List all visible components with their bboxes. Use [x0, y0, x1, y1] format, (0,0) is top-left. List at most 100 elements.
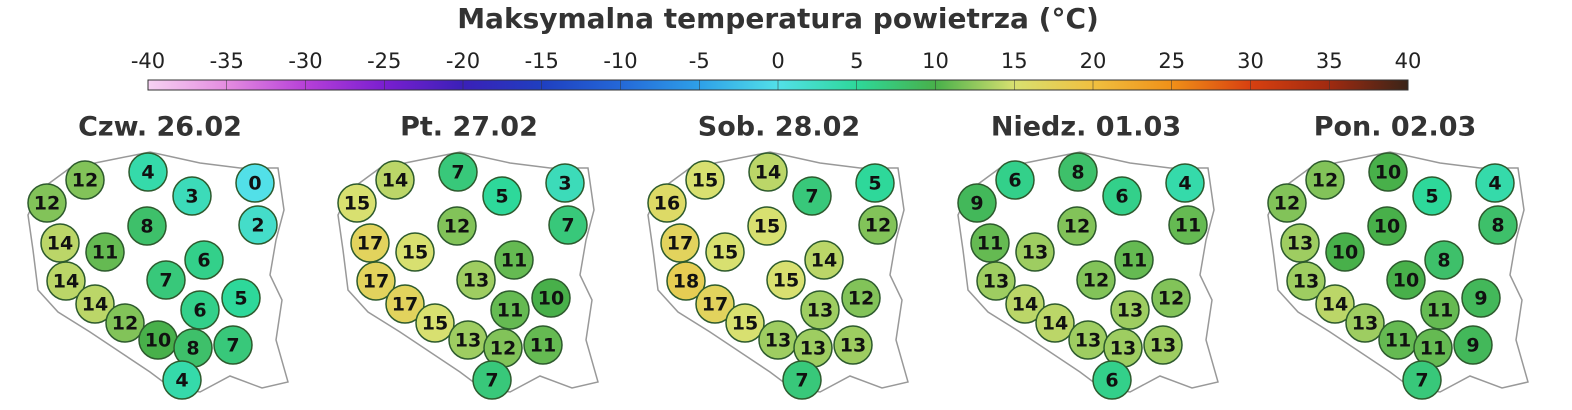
city-marker: [1165, 163, 1205, 203]
city-value: 15: [712, 242, 738, 264]
colorbar-tick-label: 40: [1395, 49, 1422, 73]
city-marker: [705, 232, 745, 272]
city-value: 10: [1374, 216, 1400, 238]
city-value: 12: [1312, 170, 1338, 192]
city-marker: [545, 163, 585, 203]
city-marker: [1076, 260, 1116, 300]
city-marker: [238, 205, 278, 245]
city-value: 14: [382, 170, 408, 192]
city-marker: [995, 160, 1035, 200]
city-marker: [1368, 152, 1408, 192]
city-marker: [748, 152, 788, 192]
city-marker: [1057, 206, 1097, 246]
city-value: 13: [1150, 335, 1176, 357]
city-value: 11: [530, 335, 556, 357]
city-value: 12: [865, 215, 891, 237]
city-value: 4: [175, 370, 188, 392]
city-marker: [1286, 261, 1326, 301]
city-marker: [855, 163, 895, 203]
city-value: 14: [47, 233, 73, 255]
city-marker: [235, 163, 275, 203]
city-value: 7: [805, 186, 818, 208]
city-marker: [1461, 278, 1501, 318]
city-value: 15: [773, 270, 799, 292]
city-value: 17: [702, 294, 728, 316]
city-value: 15: [402, 242, 428, 264]
city-value: 9: [1474, 288, 1487, 310]
city-marker: [46, 261, 86, 301]
city-marker: [437, 206, 477, 246]
city-value: 6: [1105, 370, 1118, 392]
city-marker: [356, 261, 396, 301]
city-value: 18: [673, 271, 699, 293]
city-value: 14: [755, 162, 781, 184]
city-marker: [1092, 360, 1132, 400]
city-value: 5: [234, 288, 247, 310]
city-value: 5: [868, 173, 881, 195]
city-marker: [647, 183, 687, 223]
city-value: 12: [1274, 193, 1300, 215]
day-label: Sob. 28.02: [698, 112, 860, 143]
colorbar-tick-label: 25: [1158, 49, 1185, 73]
city-value: 7: [159, 270, 172, 292]
city-value: 5: [1425, 186, 1438, 208]
city-marker: [127, 206, 167, 246]
city-value: 13: [1352, 313, 1378, 335]
city-value: 17: [667, 233, 693, 255]
city-value: 16: [654, 193, 680, 215]
city-marker: [490, 290, 530, 330]
day-label: Pon. 02.03: [1314, 112, 1477, 143]
city-marker: [385, 284, 425, 324]
city-value: 13: [800, 338, 826, 360]
city-value: 11: [501, 250, 527, 272]
city-marker: [782, 360, 822, 400]
city-marker: [1420, 290, 1460, 330]
city-marker: [804, 240, 844, 280]
city-marker: [27, 183, 67, 223]
city-value: 13: [765, 330, 791, 352]
city-marker: [976, 261, 1016, 301]
city-marker: [1315, 284, 1355, 324]
city-value: 13: [807, 300, 833, 322]
city-value: 13: [840, 335, 866, 357]
city-marker: [350, 223, 390, 263]
city-value: 12: [490, 338, 516, 360]
city-value: 4: [1488, 173, 1501, 195]
city-marker: [1151, 278, 1191, 318]
city-value: 13: [1110, 338, 1136, 360]
title: Maksymalna temperatura powietrza (°C): [457, 2, 1099, 35]
city-value: 11: [1175, 215, 1201, 237]
city-marker: [1143, 325, 1183, 365]
city-value: 15: [692, 170, 718, 192]
colorbar-tick-label: 15: [1001, 49, 1028, 73]
city-marker: [1058, 152, 1098, 192]
city-marker: [1114, 240, 1154, 280]
city-value: 0: [248, 173, 261, 195]
city-marker: [184, 240, 224, 280]
city-marker: [1475, 163, 1515, 203]
city-value: 11: [1427, 300, 1453, 322]
city-value: 14: [53, 271, 79, 293]
city-marker: [1015, 232, 1055, 272]
city-value: 12: [848, 288, 874, 310]
city-value: 12: [34, 193, 60, 215]
city-marker: [1005, 284, 1045, 324]
city-value: 9: [1466, 335, 1479, 357]
city-value: 7: [1415, 370, 1428, 392]
colorbar-tick-label: -10: [603, 49, 637, 73]
city-value: 14: [82, 294, 108, 316]
city-marker: [1280, 223, 1320, 263]
colorbar-tick-label: -20: [446, 49, 480, 73]
city-marker: [1168, 205, 1208, 245]
city-marker: [523, 325, 563, 365]
city-value: 17: [363, 271, 389, 293]
city-value: 11: [92, 242, 118, 264]
city-marker: [40, 223, 80, 263]
city-marker: [858, 205, 898, 245]
city-value: 13: [1075, 330, 1101, 352]
day-label: Niedz. 01.03: [991, 112, 1181, 143]
city-marker: [213, 325, 253, 365]
city-value: 12: [444, 216, 470, 238]
city-value: 13: [1117, 300, 1143, 322]
day-label: Pt. 27.02: [400, 112, 538, 143]
